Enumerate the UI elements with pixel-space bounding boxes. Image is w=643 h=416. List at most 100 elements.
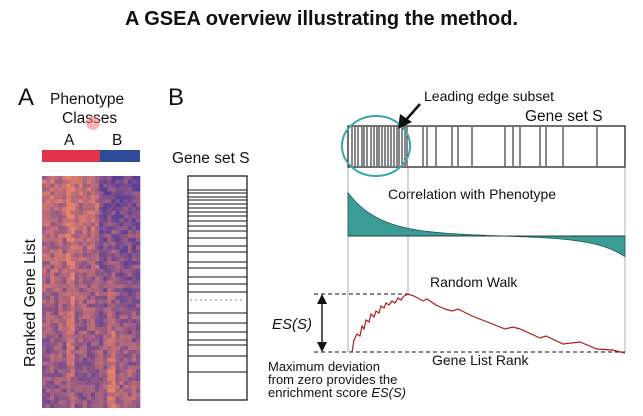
heatmap-cell (54, 199, 59, 204)
heatmap-cell (95, 338, 100, 343)
heatmap-cell (54, 350, 59, 355)
panel-a-heatmap-svg (42, 150, 141, 408)
heatmap-cell (123, 195, 129, 200)
heatmap-cell (115, 241, 120, 246)
heatmap-cell (62, 237, 67, 243)
heatmap-cell (58, 400, 63, 405)
heatmap-cell (66, 404, 71, 408)
heatmap-cell (46, 206, 51, 212)
heatmap-cell (62, 315, 67, 320)
heatmap-cell (46, 214, 51, 219)
heatmap-cell (42, 315, 47, 320)
heatmap-cell (54, 237, 59, 243)
heatmap-cell (46, 346, 51, 351)
heatmap-cell (99, 388, 104, 393)
heatmap-cell (95, 353, 100, 359)
heatmap-cell (74, 295, 80, 301)
heatmap-cell (103, 276, 108, 281)
heatmap-cell (46, 380, 51, 386)
heatmap-cell (135, 206, 141, 212)
heatmap-cell (127, 284, 133, 289)
heatmap-cell (99, 377, 104, 382)
heatmap-cell (78, 353, 84, 359)
heatmap-cell (95, 261, 100, 266)
heatmap-cell (95, 230, 100, 235)
heatmap-cell (131, 400, 137, 405)
heatmap-cell (131, 303, 137, 308)
heatmap-cell (95, 400, 100, 405)
heatmap-cell (70, 322, 75, 328)
heatmap-cell (46, 280, 51, 285)
heatmap-cell (42, 338, 47, 343)
heatmap-cell (86, 295, 92, 301)
heatmap-cell (50, 245, 55, 250)
gene-set-horizontal-hits (351, 127, 598, 166)
heatmap-cell (82, 361, 88, 366)
heatmap-cell (58, 210, 63, 215)
heatmap-cell (54, 288, 59, 293)
heatmap-cell (107, 191, 112, 196)
heatmap-cell (119, 230, 124, 235)
heatmap-cell (46, 237, 51, 243)
heatmap-cell (58, 280, 63, 285)
heatmap-cell (54, 357, 59, 362)
heatmap-cell (82, 342, 88, 347)
heatmap-cell (78, 307, 84, 312)
heatmap-cell (46, 249, 51, 254)
heatmap-cell (103, 319, 108, 324)
heatmap-cell (127, 241, 133, 246)
heatmap-cell (135, 350, 141, 355)
heatmap-cell (135, 299, 141, 304)
heatmap-cell (103, 361, 108, 366)
heatmap-cell (50, 210, 55, 215)
heatmap-cell (119, 292, 124, 297)
heatmap-cell (99, 241, 104, 246)
heatmap-cell (50, 187, 55, 192)
heatmap-cell (58, 288, 63, 293)
heatmap-cell (91, 400, 96, 405)
heatmap-cell (70, 210, 75, 215)
heatmap-cell (70, 311, 75, 316)
heatmap-cell (74, 226, 80, 231)
heatmap-cell (99, 315, 104, 320)
heatmap-cell (131, 179, 137, 185)
heatmap-cell (58, 187, 63, 192)
heatmap-cell (66, 191, 71, 196)
heatmap-cell (74, 330, 80, 335)
leading-edge-circle (341, 115, 411, 177)
heatmap-cell (107, 338, 112, 343)
heatmap-cell (107, 284, 112, 289)
heatmap-cell (70, 380, 75, 386)
heatmap-cell (99, 350, 104, 355)
heatmap-cell (91, 295, 96, 301)
heatmap-cell (70, 365, 75, 370)
heatmap-cell (123, 299, 129, 304)
heatmap-cell (91, 179, 96, 185)
heatmap-cell (42, 369, 47, 374)
heatmap-cell (42, 342, 47, 347)
heatmap-cell (66, 346, 71, 351)
heatmap-cell (91, 183, 96, 188)
heatmap-cell (50, 257, 55, 262)
heatmap-cell (66, 245, 71, 250)
heatmap-cell (66, 373, 71, 378)
heatmap-cell (42, 404, 47, 408)
heatmap-cell (119, 222, 124, 227)
heatmap-cell (103, 187, 108, 192)
heatmap-cell (46, 396, 51, 401)
heatmap-cell (46, 307, 51, 312)
heatmap-cell (78, 234, 84, 239)
heatmap-cell (66, 257, 71, 262)
heatmap-cell (70, 222, 75, 227)
gene-set-label-left: Gene set S (172, 150, 250, 167)
heatmap-cell (42, 176, 47, 181)
heatmap-cell (95, 280, 100, 285)
heatmap-cell (42, 253, 47, 258)
heatmap-cell (74, 365, 80, 370)
heatmap-cell (115, 268, 120, 273)
heatmap-cell (123, 319, 129, 324)
heatmap-cell (86, 280, 92, 285)
heatmap-cell (127, 322, 133, 328)
heatmap-cell (42, 191, 47, 196)
heatmap-cell (78, 214, 84, 219)
